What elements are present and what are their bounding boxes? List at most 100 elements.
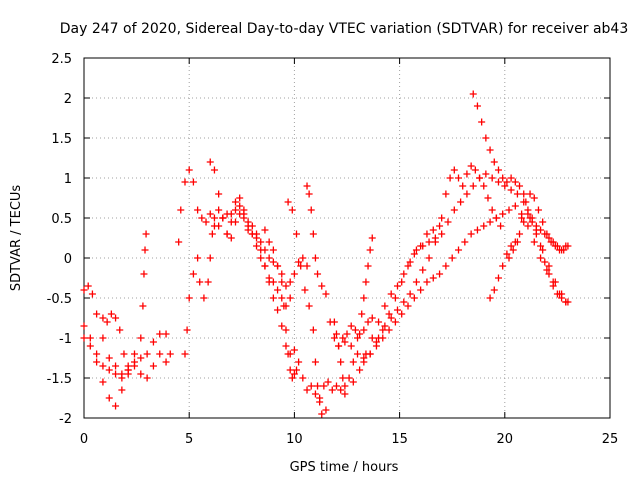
y-tick-label: 1.5 <box>51 132 72 147</box>
data-point <box>240 214 248 222</box>
data-point <box>534 206 542 214</box>
data-point <box>400 298 408 306</box>
data-point <box>543 266 551 274</box>
data-point <box>311 254 319 262</box>
data-point <box>381 322 389 330</box>
data-point <box>337 386 345 394</box>
data-point <box>343 330 351 338</box>
data-point <box>265 254 273 262</box>
data-point <box>93 310 101 318</box>
data-point <box>488 174 496 182</box>
data-point <box>130 350 138 358</box>
data-point <box>112 362 120 370</box>
y-tick-label: -0.5 <box>47 292 72 307</box>
data-point <box>549 282 557 290</box>
data-point <box>368 334 376 342</box>
data-point <box>507 186 515 194</box>
series-trace-14 <box>375 162 505 342</box>
data-point <box>314 270 322 278</box>
data-point <box>431 238 439 246</box>
series-trace-4 <box>99 310 132 374</box>
data-point <box>516 230 524 238</box>
data-point <box>513 238 521 246</box>
data-point <box>507 242 515 250</box>
data-point <box>398 278 406 286</box>
data-point <box>393 282 401 290</box>
data-point <box>177 206 185 214</box>
data-point <box>219 214 227 222</box>
data-point <box>494 274 502 282</box>
data-point <box>189 270 197 278</box>
data-point <box>293 366 301 374</box>
x-tick-label: 25 <box>602 432 619 447</box>
data-point <box>80 334 88 342</box>
y-tick-label: -2 <box>59 412 72 427</box>
data-point <box>455 246 463 254</box>
data-point <box>423 278 431 286</box>
data-point <box>513 190 521 198</box>
data-point <box>505 254 513 262</box>
plot-frame <box>83 57 611 419</box>
data-point <box>429 226 437 234</box>
data-point <box>423 230 431 238</box>
data-point <box>364 318 372 326</box>
data-point <box>156 350 164 358</box>
data-point <box>318 410 326 418</box>
data-point <box>341 338 349 346</box>
data-point <box>309 326 317 334</box>
data-point <box>149 362 157 370</box>
data-point <box>497 222 505 230</box>
data-point <box>200 294 208 302</box>
data-point <box>206 158 214 166</box>
data-point <box>278 270 286 278</box>
data-point <box>494 178 502 186</box>
data-point <box>385 310 393 318</box>
data-point <box>349 378 357 386</box>
data-point <box>124 366 132 374</box>
data-point <box>175 238 183 246</box>
data-point <box>198 214 206 222</box>
data-point <box>372 338 380 346</box>
data-point <box>183 326 191 334</box>
data-point <box>286 366 294 374</box>
data-point <box>499 210 507 218</box>
data-point <box>86 334 94 342</box>
data-point <box>354 350 362 358</box>
data-point <box>290 270 298 278</box>
series-trace-2 <box>80 230 150 378</box>
data-point <box>284 350 292 358</box>
data-point <box>208 230 216 238</box>
data-point <box>450 206 458 214</box>
x-axis-label: GPS time / hours <box>290 460 399 475</box>
data-point <box>118 374 126 382</box>
data-point <box>545 234 553 242</box>
x-tick-label: 20 <box>497 432 514 447</box>
y-axis-label: SDTVAR / TECUs <box>9 185 24 292</box>
data-point <box>290 370 298 378</box>
data-point <box>261 262 269 270</box>
series-trace-13 <box>349 170 572 386</box>
data-point <box>116 326 124 334</box>
series-trace-7 <box>206 158 349 402</box>
data-point <box>412 246 420 254</box>
data-point <box>99 314 107 322</box>
data-point <box>105 366 113 374</box>
data-point <box>103 318 111 326</box>
series-trace-5 <box>175 166 311 290</box>
data-point <box>379 326 387 334</box>
data-point <box>482 170 490 178</box>
data-point <box>295 358 303 366</box>
series-trace-1 <box>80 322 170 410</box>
data-point <box>457 198 465 206</box>
data-point <box>282 326 290 334</box>
y-tick-label: 2.5 <box>51 52 72 67</box>
data-point <box>406 258 414 266</box>
data-point <box>215 206 223 214</box>
data-point <box>244 218 252 226</box>
data-point <box>202 218 210 226</box>
data-point <box>503 250 511 258</box>
data-point <box>303 262 311 270</box>
y-tick-label: -1 <box>59 332 72 347</box>
y-tick-label: 1 <box>64 172 72 187</box>
data-point <box>564 242 572 250</box>
